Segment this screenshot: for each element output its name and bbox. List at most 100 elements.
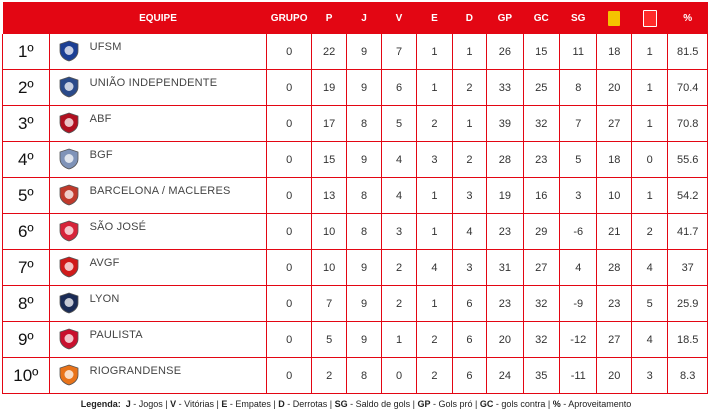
draws-cell: 1	[416, 213, 453, 250]
losses-cell: 2	[452, 69, 488, 106]
draws-cell: 4	[416, 249, 453, 286]
legend: Legenda: J - Jogos | V - Vitórias | E - …	[0, 399, 712, 409]
team-name: SÃO JOSÉ	[89, 221, 147, 233]
team-cell: BGF	[49, 141, 268, 178]
table-row: 4º BGF 0 15 9 4 3 2 28 23 5 18 0 55.6	[2, 141, 708, 178]
goal-diff-cell: 4	[559, 249, 598, 286]
percentage-cell: 8.3	[667, 357, 708, 394]
team-info: BARCELONA / MACLERES	[50, 178, 267, 213]
games-cell: 9	[346, 69, 382, 106]
yellow-cards-cell: 20	[596, 69, 632, 106]
team-info: LYON	[50, 286, 267, 321]
header-red-cards	[631, 2, 667, 34]
header-games: J	[361, 12, 367, 24]
group-cell: 0	[266, 141, 312, 178]
position-cell: 3º	[2, 105, 50, 142]
table-body: 1º UFSM 0 22 9 7 1 1 26 15 11 18 1 81.5 2º UNIÃO INDEPE…	[2, 34, 708, 394]
team-info: AVGF	[50, 250, 267, 285]
draws-cell: 3	[416, 141, 453, 178]
games-cell: 9	[346, 321, 382, 358]
games-cell: 8	[346, 357, 382, 394]
group-cell: 0	[266, 213, 312, 250]
draws-cell: 2	[416, 321, 453, 358]
team-cell: PAULISTA	[49, 321, 268, 358]
red-card-icon	[642, 9, 657, 27]
team-crest-icon	[59, 76, 78, 98]
group-cell: 0	[266, 249, 312, 286]
position-cell: 4º	[2, 141, 50, 178]
yellow-cards-cell: 23	[596, 285, 632, 322]
team-name: PAULISTA	[89, 329, 143, 341]
wins-cell: 2	[381, 249, 418, 286]
table-row: 3º ABF 0 17 8 5 2 1 39 32 7 27 1 70.8	[2, 105, 708, 142]
table-row: 1º UFSM 0 22 9 7 1 1 26 15 11 18 1 81.5	[2, 34, 708, 70]
goals-for-cell: 31	[486, 249, 524, 286]
yellow-cards-cell: 28	[596, 249, 632, 286]
goals-against-cell: 35	[523, 357, 561, 394]
team-crest-icon	[59, 184, 78, 206]
points-cell: 7	[311, 285, 348, 322]
percentage-cell: 70.4	[667, 69, 708, 106]
team-crest-icon	[59, 148, 78, 170]
draws-cell: 1	[416, 69, 453, 106]
goals-for-cell: 20	[486, 321, 524, 358]
percentage-cell: 81.5	[667, 34, 708, 70]
losses-cell: 1	[452, 105, 488, 142]
header-losses: D	[465, 12, 473, 24]
team-info: BGF	[50, 142, 267, 177]
team-name: UFSM	[89, 41, 122, 53]
red-cards-cell: 4	[631, 249, 669, 286]
percentage-cell: 54.2	[667, 177, 708, 214]
group-cell: 0	[266, 105, 312, 142]
percentage-cell: 37	[667, 249, 708, 286]
points-cell: 17	[311, 105, 348, 142]
goal-diff-cell: 11	[559, 34, 598, 70]
points-cell: 2	[311, 357, 348, 394]
yellow-cards-cell: 10	[596, 177, 632, 214]
legend-pct-desc: - Aproveitamento	[560, 399, 632, 409]
group-cell: 0	[266, 177, 312, 214]
red-cards-cell: 1	[631, 105, 669, 142]
team-info: SÃO JOSÉ	[50, 214, 267, 249]
team-cell: SÃO JOSÉ	[49, 213, 268, 250]
wins-cell: 1	[381, 321, 418, 358]
percentage-cell: 18.5	[667, 321, 708, 358]
draws-cell: 2	[416, 357, 453, 394]
red-cards-cell: 4	[631, 321, 669, 358]
goals-for-cell: 23	[486, 213, 524, 250]
team-cell: UFSM	[49, 34, 268, 70]
yellow-cards-cell: 18	[596, 141, 632, 178]
position-cell: 6º	[2, 213, 50, 250]
header-team: EQUIPE	[139, 12, 177, 24]
goals-against-cell: 16	[523, 177, 561, 214]
goals-for-cell: 19	[486, 177, 524, 214]
goals-against-cell: 15	[523, 34, 561, 70]
team-cell: BARCELONA / MACLERES	[49, 177, 268, 214]
yellow-card-icon	[608, 10, 621, 26]
points-cell: 10	[311, 213, 348, 250]
position-cell: 9º	[2, 321, 50, 358]
header-row: EQUIPE GRUPO P J V E D GP GC SG %	[2, 2, 708, 34]
legend-e-desc: - Empates |	[227, 399, 279, 409]
games-cell: 8	[346, 105, 382, 142]
team-cell: AVGF	[49, 249, 268, 286]
group-cell: 0	[266, 69, 312, 106]
yellow-cards-cell: 21	[596, 213, 632, 250]
goal-diff-cell: 7	[559, 105, 598, 142]
wins-cell: 4	[381, 141, 418, 178]
goals-for-cell: 33	[486, 69, 524, 106]
legend-sg-desc: - Saldo de gols |	[347, 399, 418, 409]
losses-cell: 2	[452, 141, 488, 178]
header-group: GRUPO	[270, 12, 308, 24]
group-cell: 0	[266, 285, 312, 322]
team-info: PAULISTA	[50, 322, 267, 357]
draws-cell: 2	[416, 105, 453, 142]
red-cards-cell: 3	[631, 357, 669, 394]
team-crest-icon	[59, 256, 78, 278]
wins-cell: 3	[381, 213, 418, 250]
legend-d-desc: - Derrotas |	[284, 399, 335, 409]
header-pos	[3, 2, 50, 34]
standings-table: EQUIPE GRUPO P J V E D GP GC SG % 1º UFSM…	[2, 2, 708, 394]
legend-gp-desc: - Gols pró |	[430, 399, 480, 409]
group-cell: 0	[266, 34, 312, 70]
